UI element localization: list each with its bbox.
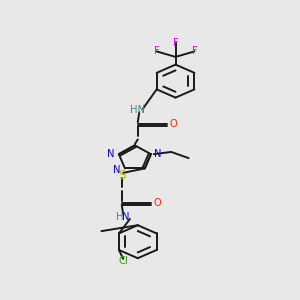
Text: F: F (154, 46, 160, 56)
Text: HN: HN (130, 105, 145, 115)
Text: S: S (118, 169, 126, 182)
Text: N: N (113, 164, 121, 175)
Text: O: O (169, 119, 177, 129)
Text: N: N (107, 149, 114, 159)
Text: F: F (192, 46, 197, 56)
Text: F: F (173, 38, 178, 48)
Text: O: O (153, 198, 161, 208)
Text: N: N (122, 212, 130, 222)
Text: H: H (116, 212, 123, 222)
Text: N: N (154, 149, 162, 159)
Text: Cl: Cl (118, 256, 128, 266)
